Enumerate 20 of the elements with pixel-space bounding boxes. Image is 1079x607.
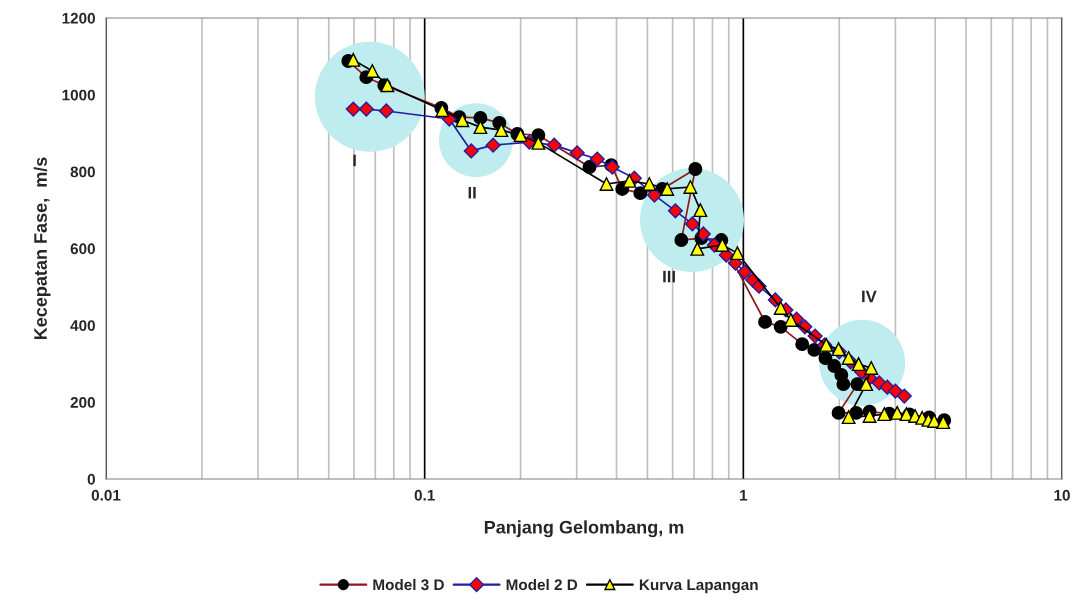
annotation: I: [353, 154, 356, 167]
x-tick-label: 1: [740, 489, 748, 501]
legend-label: Kurva Lapangan: [639, 579, 758, 594]
y-axis-title: Kecepatan Fase, m/s: [33, 157, 51, 340]
annotation: III: [663, 270, 675, 283]
annotation: II: [468, 186, 476, 199]
legend-label: Model 2 D: [506, 578, 578, 591]
x-axis-title: Panjang Gelombang, m: [484, 520, 684, 538]
y-tick-label: 800: [70, 166, 95, 178]
y-tick-label: 1200: [62, 12, 95, 24]
x-tick-label: 0.01: [91, 489, 121, 501]
x-tick-label: 10: [1054, 489, 1070, 501]
x-tick-label: 0.1: [414, 489, 435, 501]
legend-label: Model 3 D: [373, 578, 444, 591]
y-tick-label: 600: [70, 243, 95, 255]
y-tick-label: 400: [70, 320, 95, 332]
annotation: IV: [862, 290, 877, 303]
y-tick-label: 0: [87, 473, 95, 485]
y-tick-label: 200: [70, 397, 95, 408]
y-tick-label: 1000: [62, 89, 95, 101]
